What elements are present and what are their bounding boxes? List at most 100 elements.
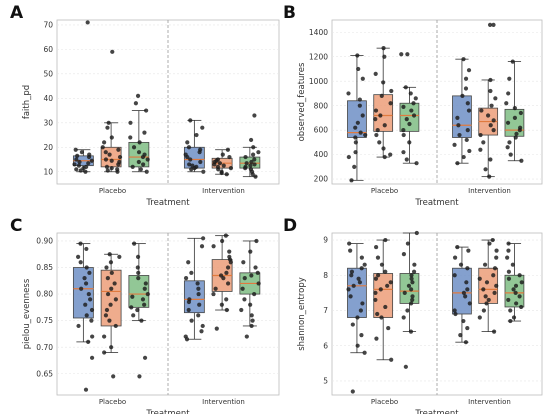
- data-point: [216, 167, 221, 172]
- data-point: [220, 152, 225, 157]
- data-point: [489, 103, 494, 108]
- data-point: [89, 318, 94, 323]
- y-tick-label: 0.80: [36, 290, 53, 299]
- data-point: [350, 389, 355, 394]
- data-point: [358, 308, 363, 313]
- data-point: [200, 125, 205, 130]
- data-point: [360, 76, 365, 81]
- box-intervention-blue: [452, 57, 472, 166]
- data-point: [109, 158, 114, 163]
- data-point: [186, 260, 191, 265]
- data-point: [487, 22, 493, 27]
- data-point: [487, 241, 492, 246]
- y-axis-label: pielou_evenness: [22, 278, 32, 349]
- data-point: [186, 307, 191, 313]
- data-point: [388, 152, 393, 157]
- data-point: [407, 121, 412, 127]
- data-point: [256, 150, 261, 155]
- panel-a: 10 20 30 40 50 60 70 Placebo Intervention Treatme…: [10, 3, 280, 208]
- box-placebo-blue: [72, 20, 94, 174]
- data-point: [117, 254, 122, 260]
- data-point: [381, 80, 386, 85]
- data-point: [401, 104, 406, 109]
- data-point: [374, 336, 379, 341]
- data-point: [477, 276, 482, 281]
- box-intervention-blue: [183, 236, 206, 342]
- group-label: Placebo: [371, 398, 398, 406]
- data-point: [102, 140, 107, 145]
- y-tick-label: 600: [314, 126, 329, 135]
- data-point: [72, 162, 77, 167]
- data-point: [129, 305, 134, 310]
- data-point: [373, 297, 378, 303]
- data-point: [144, 169, 149, 174]
- data-point: [348, 294, 353, 299]
- data-point: [461, 154, 466, 160]
- group-label: Intervention: [202, 187, 245, 195]
- data-point: [346, 287, 351, 292]
- data-point: [401, 315, 406, 320]
- data-point: [375, 255, 381, 260]
- y-axis-label: faith_pd: [22, 85, 32, 119]
- data-point: [76, 163, 82, 168]
- data-point: [513, 135, 518, 140]
- data-point: [461, 318, 466, 324]
- data-point: [132, 241, 137, 246]
- data-point: [403, 364, 408, 369]
- data-point: [220, 238, 225, 244]
- data-point: [227, 154, 232, 160]
- data-point: [363, 132, 368, 138]
- data-point: [105, 276, 110, 281]
- data-point: [358, 130, 363, 135]
- box-intervention-green: [239, 113, 261, 179]
- data-point: [346, 91, 351, 96]
- box-placebo-blue: [346, 241, 367, 394]
- data-point: [107, 318, 112, 323]
- data-point: [485, 113, 491, 118]
- data-point: [197, 150, 202, 155]
- data-point: [510, 59, 515, 64]
- data-point: [455, 244, 460, 250]
- data-point: [105, 168, 110, 173]
- data-point: [188, 118, 193, 123]
- data-point: [135, 265, 140, 270]
- data-point: [248, 137, 254, 143]
- data-point: [108, 260, 114, 265]
- data-point: [506, 276, 512, 281]
- data-point: [131, 145, 137, 150]
- data-point: [505, 120, 511, 125]
- data-point: [140, 154, 146, 160]
- data-point: [200, 323, 205, 329]
- box-placebo-blue: [72, 241, 95, 392]
- y-tick-label: 50: [43, 69, 53, 78]
- data-point: [252, 157, 257, 162]
- data-point: [75, 153, 80, 158]
- data-point: [410, 280, 415, 285]
- data-point: [359, 266, 364, 271]
- data-point: [484, 301, 489, 306]
- data-point: [514, 131, 519, 136]
- data-point: [137, 374, 142, 379]
- data-point: [224, 270, 229, 275]
- data-point: [104, 164, 110, 169]
- data-point: [405, 308, 410, 313]
- data-point: [452, 255, 458, 260]
- data-point: [145, 291, 150, 297]
- data-point: [130, 294, 135, 299]
- data-point: [249, 323, 254, 329]
- data-point: [452, 308, 457, 313]
- data-point: [100, 145, 105, 150]
- data-point: [512, 115, 518, 121]
- y-tick-label: 1000: [309, 77, 328, 86]
- data-point: [373, 71, 378, 76]
- panel-c: 0.65 0.70 0.75 0.80 0.85 0.90 Placebo Intervent…: [10, 216, 280, 414]
- data-point: [252, 162, 257, 167]
- data-point: [491, 128, 496, 133]
- data-point: [355, 315, 360, 320]
- data-point: [85, 20, 90, 25]
- y-axis-label: shannon_entropy: [297, 277, 307, 351]
- data-point: [348, 248, 353, 253]
- data-point: [355, 343, 360, 348]
- data-point: [249, 273, 254, 278]
